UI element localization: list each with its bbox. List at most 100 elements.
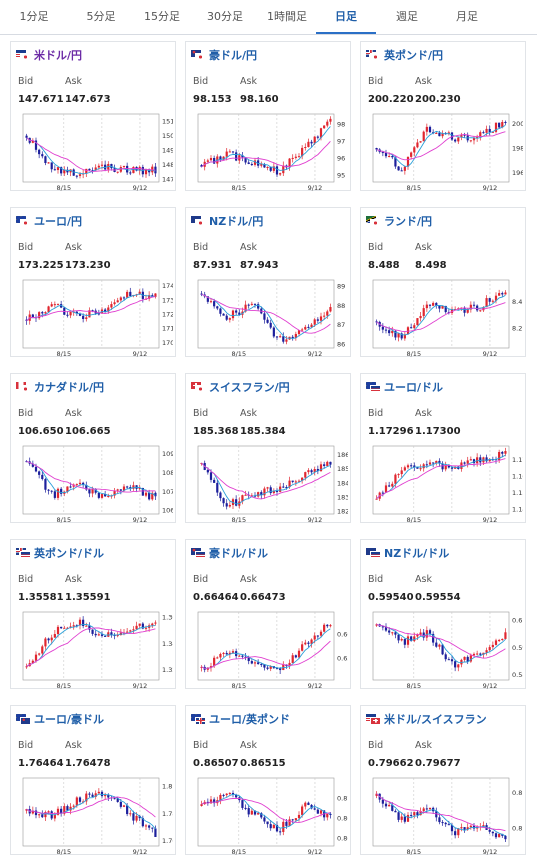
candle	[291, 480, 294, 484]
timeframe-tabs: 1分足 5分足 15分足 30分足 1時間足 日足 週足 月足	[0, 0, 537, 35]
candle	[466, 655, 469, 665]
tab-1[interactable]: 5分足	[86, 10, 116, 23]
candle	[44, 637, 47, 650]
pair-name-link[interactable]: ランド/円	[384, 215, 433, 228]
candle	[403, 166, 406, 175]
pair-name-link[interactable]: ユーロ/英ポンド	[209, 713, 291, 726]
x-tick-label: 9/12	[308, 184, 323, 192]
candle	[200, 665, 203, 672]
candle	[78, 796, 82, 804]
ma-short-line	[376, 294, 506, 336]
y-tick-label: 1.8	[162, 783, 172, 791]
tab-0[interactable]: 1分足	[19, 10, 49, 23]
tab-4[interactable]: 1時間足	[267, 10, 307, 23]
bid-label: Bid	[368, 76, 384, 87]
tab-2[interactable]: 15分足	[144, 10, 180, 23]
candle	[394, 329, 397, 341]
candle	[294, 479, 297, 486]
candle	[463, 461, 466, 465]
candle	[444, 652, 447, 662]
ask-value: 98.160	[240, 94, 279, 105]
candle	[491, 299, 494, 303]
plot-frame	[372, 113, 510, 183]
pair-name-link[interactable]: 英ポンド/円	[384, 49, 444, 62]
candle	[47, 161, 50, 164]
candle	[75, 175, 78, 179]
candle	[97, 631, 100, 637]
currency-card[interactable]: ユーロ/ドルBidAsk1.172961.173001.171.161.151.…	[360, 373, 526, 524]
candle	[200, 163, 203, 168]
pair-name-link[interactable]: カナダドル/円	[34, 381, 105, 394]
pair-name-link[interactable]: NZドル/ドル	[384, 547, 450, 560]
pair-name-link[interactable]: ユーロ/ドル	[384, 381, 444, 394]
pair-name-link[interactable]: 豪ドル/ドル	[209, 547, 269, 560]
candle	[132, 626, 135, 634]
pair-name-link[interactable]: NZドル/円	[209, 215, 264, 228]
candle	[310, 139, 313, 148]
candle	[323, 461, 326, 469]
pair-name-link[interactable]: スイスフラン/円	[209, 381, 290, 394]
x-tick-label: 9/12	[308, 516, 323, 524]
candle	[41, 471, 44, 481]
currency-card[interactable]: ランド/円 Bid Ask 8.488 8.498 8.4 8.2 8/15 9/12	[360, 207, 526, 358]
bid-label: Bid	[368, 574, 384, 585]
x-tick-label: 9/12	[308, 848, 323, 856]
pair-name-link[interactable]: ユーロ/豪ドル	[34, 713, 105, 726]
candle	[323, 312, 326, 320]
plot-frame	[22, 777, 160, 847]
ask-label: Ask	[415, 740, 432, 751]
plot-frame	[197, 279, 335, 349]
pair-name-link[interactable]: 米ドル/スイスフラン	[384, 713, 487, 726]
pair-name-link[interactable]: 豪ドル/円	[209, 49, 258, 62]
candle	[316, 635, 319, 640]
currency-card[interactable]: 米ドル/円 Bid Ask 147.671 147.673 151 150 149 148 147…	[10, 41, 176, 192]
candle	[235, 309, 238, 316]
tab-5[interactable]: 日足	[316, 0, 376, 34]
candle	[126, 289, 129, 298]
tab-6[interactable]: 週足	[396, 10, 418, 23]
candle	[329, 811, 332, 819]
flag-icon	[16, 548, 31, 559]
candle	[151, 491, 154, 501]
pair-name-link[interactable]: 英ポンド/ドル	[34, 547, 105, 560]
candle	[329, 116, 332, 125]
candle	[266, 821, 269, 828]
pair-name-link[interactable]: ユーロ/円	[34, 215, 83, 228]
candle	[129, 287, 132, 297]
currency-card[interactable]: ユーロ/円 Bid Ask 173.225 173.230 174 173 172 171 170…	[10, 207, 176, 358]
tab-3[interactable]: 30分足	[207, 10, 243, 23]
currency-card[interactable]: スイスフラン/円 Bid Ask 185.368 185.384 186 185 184 183…	[185, 373, 351, 524]
candle	[34, 137, 38, 153]
x-tick-label: 9/12	[483, 848, 498, 856]
candle	[441, 820, 444, 826]
candle	[469, 301, 472, 313]
currency-card[interactable]: NZドル/円 Bid Ask 87.931 87.943 89 88 87 86 8/15 9/12	[185, 207, 351, 358]
currency-card[interactable]: 英ポンド/円 Bid Ask 200.220 200.230 200 198 196 8/15 9…	[360, 41, 526, 192]
bid-label: Bid	[18, 574, 34, 585]
candle	[441, 130, 444, 139]
candle	[63, 625, 66, 629]
candle	[466, 456, 469, 468]
candle	[141, 622, 144, 630]
candle	[323, 125, 326, 129]
candle	[279, 828, 282, 836]
y-tick-label: 108	[162, 469, 173, 477]
currency-card[interactable]: カナダドル/円 Bid Ask 106.650 106.665 109 108 107 106 8…	[10, 373, 176, 524]
bid-value: 98.153	[193, 94, 232, 105]
y-tick-label: 172	[162, 311, 173, 319]
ma-long-line	[26, 295, 156, 322]
candle	[307, 801, 310, 806]
currency-card[interactable]: 豪ドル/円 Bid Ask 98.153 98.160 98 97 96 95 8/15 9/12	[185, 41, 351, 192]
tab-7[interactable]: 月足	[456, 10, 478, 23]
candle	[225, 650, 228, 655]
currency-card[interactable]: ユーロ/英ポンドBidAsk0.865070.865150.870.8650.8…	[185, 705, 351, 856]
y-tick-label: 150	[162, 132, 173, 140]
candle	[272, 326, 275, 339]
ask-label: Ask	[65, 242, 82, 253]
pair-name-link[interactable]: 米ドル/円	[34, 49, 83, 62]
